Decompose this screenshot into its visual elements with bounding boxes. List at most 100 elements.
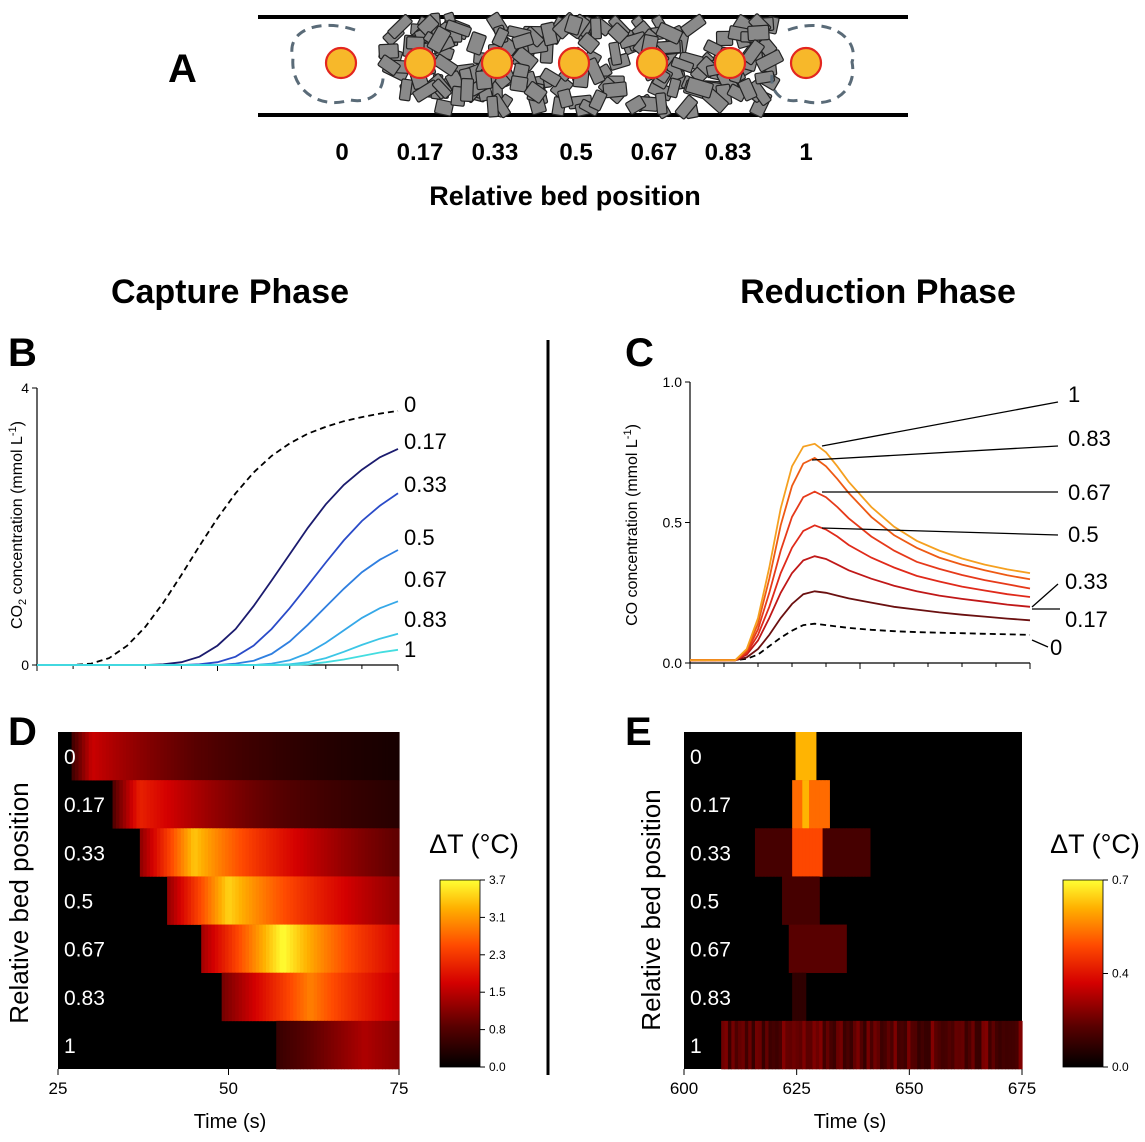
heatmap-cell: [375, 828, 380, 877]
heatmap-cell: [272, 972, 277, 1022]
heatmap-cell: [283, 972, 288, 1022]
heatmap-cell: [1001, 1020, 1006, 1070]
x-tick-label: 50: [219, 1079, 238, 1098]
heatmap-cell: [876, 1020, 881, 1070]
heatmap-cell: [937, 1020, 942, 1070]
heatmap-cell: [269, 732, 274, 781]
x-tick-label: 25: [49, 1079, 68, 1098]
heatmap-cell: [368, 828, 373, 877]
heatmap-cell: [375, 780, 380, 829]
series-label: 0.67: [404, 567, 447, 592]
heatmap-cell: [395, 732, 400, 781]
series-label: 1: [404, 637, 416, 662]
heatmap-cell: [364, 780, 369, 829]
heatmap-cell: [238, 732, 243, 781]
catalyst-pellet: [426, 25, 452, 54]
heatmap-cell: [235, 972, 240, 1022]
heatmap-cell: [1015, 1020, 1020, 1070]
heatmap-cell: [197, 732, 202, 781]
heatmap-cell: [754, 828, 759, 877]
panel-c: C 0.0 0.5 1.0 00.17 0.33 0.5 0.67 0.83 1 CO conc…: [622, 331, 1111, 671]
heatmap-cell: [317, 972, 322, 1022]
heatmap-cell: [214, 924, 219, 974]
heatmap-cell: [738, 1020, 743, 1070]
heatmap-cell: [272, 924, 277, 974]
heatmap-cell: [782, 1020, 786, 1070]
heatmap-cell: [156, 828, 161, 877]
heatmap-cell: [317, 828, 322, 877]
catalyst-pellet: [434, 98, 455, 117]
series-label: 0.83: [1068, 426, 1111, 451]
heatmap-cell: [819, 828, 824, 877]
heatmap-cell: [211, 780, 216, 829]
heatmap-cell: [368, 876, 373, 925]
heatmap-cell: [381, 924, 386, 974]
heatmap-cell: [385, 924, 390, 974]
thermocouple-particle: [324, 46, 358, 80]
heatmap-cell: [221, 876, 226, 925]
heatmap-cell: [849, 1020, 854, 1070]
heatmap-cell: [385, 732, 390, 781]
heatmap-cell: [259, 828, 264, 877]
heatmap-cell: [782, 828, 786, 877]
panel-letter-e: E: [625, 710, 652, 754]
heatmap-cell: [775, 828, 780, 877]
colorbar-tick-label: 0.4: [1112, 967, 1129, 981]
heatmap-cell: [913, 1020, 918, 1070]
heatmap-cell: [187, 780, 192, 829]
panel-c-ylabel: CO concentration (mmol L-1): [622, 424, 641, 626]
heatmap-cell: [765, 1020, 770, 1070]
heatmap-cell: [815, 876, 820, 925]
heatmap-cell: [286, 1020, 291, 1070]
heatmap-cell: [364, 972, 369, 1022]
heatmap-cell: [758, 828, 763, 877]
heatmap-cell: [371, 876, 376, 925]
heatmap-cell: [957, 1020, 962, 1070]
heatmap-cell: [225, 972, 230, 1022]
catalyst-pellet: [491, 27, 510, 48]
heatmap-cell: [266, 828, 271, 877]
heatmap-cell: [150, 828, 155, 877]
heatmap-cell: [139, 780, 144, 829]
heatmap-cell: [283, 876, 288, 925]
heatmap-cell: [334, 924, 339, 974]
heatmap-cell: [954, 1020, 959, 1070]
heatmap-cell: [984, 1020, 989, 1070]
heatmap-cell: [330, 828, 335, 877]
heatmap-cell: [785, 876, 790, 925]
heatmap-cell: [381, 972, 386, 1022]
heatmap-cell: [832, 1020, 837, 1070]
heatmap-cell: [371, 972, 376, 1022]
heatmap-cell: [337, 780, 342, 829]
colorbar-tick-label: 0.8: [489, 1023, 506, 1037]
catalyst-pellet: [674, 94, 699, 120]
heatmap-cell: [330, 780, 335, 829]
heatmap-cell: [761, 1020, 766, 1070]
heatmap-cell: [802, 732, 807, 781]
series-line: [690, 456, 1031, 662]
heatmap-cell: [825, 1020, 830, 1070]
heatmap-cell: [231, 732, 236, 781]
heatmap-cell: [122, 780, 127, 829]
heatmap-cell: [392, 732, 397, 781]
series-line: [37, 648, 399, 666]
heatmap-cell: [768, 1020, 773, 1070]
heatmap-cell: [310, 972, 315, 1022]
heatmap-cell: [252, 732, 257, 781]
heatmap-cell: [269, 828, 274, 877]
heatmap-cell: [978, 1020, 983, 1070]
heatmap-cell: [805, 780, 810, 829]
heatmap-cell: [344, 732, 349, 781]
heatmap-cell: [330, 1020, 335, 1070]
heatmap-cell: [334, 1020, 339, 1070]
heatmap-cell: [741, 1020, 746, 1070]
heatmap-cell: [378, 828, 383, 877]
heatmap-cell: [337, 1020, 342, 1070]
heatmap-cell: [782, 876, 786, 925]
heatmap-cell: [320, 876, 325, 925]
heatmap-cell: [998, 1020, 1003, 1070]
heatmap-cell: [341, 732, 346, 781]
heatmap-cell: [173, 828, 178, 877]
heatmap-cell: [731, 1020, 736, 1070]
heatmap-cell: [139, 732, 144, 781]
